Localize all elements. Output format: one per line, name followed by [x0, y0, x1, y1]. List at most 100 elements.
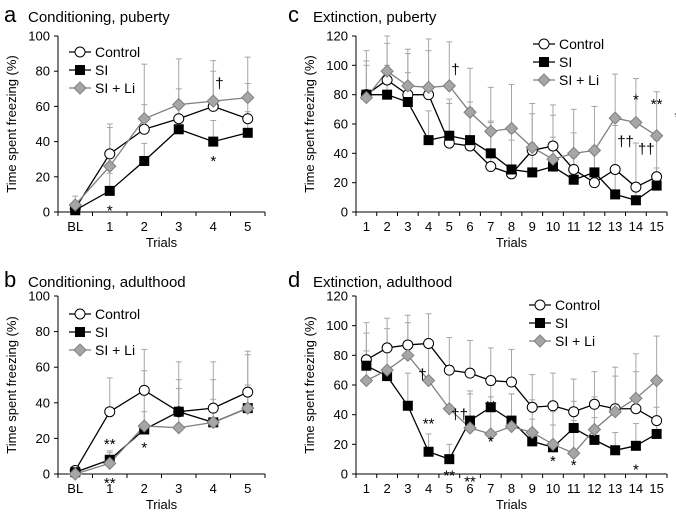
panel-c-x-tick-label: 14: [629, 219, 643, 234]
panel-c-y-tick-label: 120: [326, 29, 348, 44]
panel-b-title: Conditioning, adulthood: [28, 274, 186, 291]
panel-c-y-tick-label: 80: [334, 87, 348, 102]
panel-d-data-point: [423, 337, 435, 349]
panel-c-y-tick-label: 40: [334, 146, 348, 161]
panel-b-data-point: [242, 386, 254, 398]
panel-d-significance-mark: *: [633, 462, 639, 479]
panel-d-y-tick-label: 60: [334, 378, 348, 393]
panel-d-y-axis-label: Time spent freezing (%): [302, 316, 317, 454]
panel-c-x-tick-label: 1: [363, 219, 370, 234]
panel-c-data-point: [651, 180, 662, 191]
panel-d-data-point: [402, 339, 414, 351]
panel-d-data-point: [587, 422, 602, 437]
panel-c-x-tick-label: 4: [425, 219, 432, 234]
panel-d-data-point: [423, 446, 434, 457]
panel-d-title: Extinction, adulthood: [313, 274, 452, 291]
panel-d-data-point: [402, 400, 413, 411]
panel-c-data-point: [651, 171, 663, 183]
panel-c-data-point: [630, 181, 642, 193]
panel-d-significance-mark: *: [550, 453, 556, 470]
panel-c-x-tick-label: 7: [487, 219, 494, 234]
panel-b-y-tick-label: 20: [36, 431, 50, 446]
panel-a-data-point: [241, 90, 255, 105]
panel-a-y-tick-label: 80: [36, 64, 50, 79]
panel-c-data-point: [506, 164, 517, 175]
panel-b-data-point: [173, 406, 184, 417]
panel-c-data-point: [568, 174, 579, 185]
panel-d-data-point: [630, 403, 642, 415]
panel-b-y-tick-label: 0: [43, 467, 50, 482]
panel-d-data-point: [485, 375, 497, 387]
panel-b-significance-mark: **: [104, 475, 116, 492]
panel-c-legend-marker: [538, 38, 550, 50]
panel-c-x-tick-label: 13: [608, 219, 622, 234]
panel-b-legend-label: SI: [95, 324, 108, 340]
panel-d: d Extinction, adulthood: [288, 267, 452, 292]
panel-a-y-tick-label: 0: [43, 205, 50, 220]
panel-b-data-point: [138, 384, 150, 396]
panel-b-data-point: [103, 456, 117, 471]
panel-c-data-point: [444, 130, 455, 141]
panel-d-x-tick-label: 13: [608, 481, 622, 496]
panel-d-data-point: [610, 445, 621, 456]
panel-b: b Conditioning, adulthood: [4, 267, 186, 292]
panel-a-x-tick-label: 4: [210, 219, 217, 234]
panel-c-data-point: [546, 152, 560, 166]
panel-c: c Extinction, puberty: [288, 2, 437, 27]
panel-d-data-point: [380, 363, 394, 377]
panel-b-data-point: [207, 402, 219, 414]
panel-a-data-point: [173, 124, 184, 135]
panel-b-data-point: [206, 415, 220, 430]
panel-c-data-point: [359, 90, 374, 105]
panel-c-legend-label: SI: [559, 54, 572, 70]
panel-c-y-tick-label: 0: [341, 205, 348, 220]
panel-d-y-tick-label: 20: [334, 437, 348, 452]
panel-c-data-point: [588, 177, 600, 189]
panel-a-legend-label: SI + Li: [95, 80, 135, 96]
panel-b-x-tick-label: 5: [244, 481, 251, 496]
panel-c-letter: c: [288, 2, 299, 27]
panel-c-data-point: [463, 105, 477, 119]
panel-d-y-tick-label: 100: [326, 318, 348, 333]
panel-a-chart: 0 20 40 60 80 100 BL 1 2 3 4 5 Trials Time spent free…: [4, 29, 266, 250]
panel-c-data-point: [609, 163, 621, 175]
panel-d-significance-mark: †: [418, 367, 426, 384]
panel-c-y-tick-label: 100: [326, 58, 348, 73]
panel-c-x-tick-label: 15: [649, 219, 663, 234]
panel-d-data-point: [629, 391, 643, 406]
panel-d-significance-mark: *: [488, 433, 494, 450]
panel-d-data-point: [401, 348, 415, 363]
panel-a-x-tick-label: 5: [244, 219, 251, 234]
panel-c-data-point: [504, 121, 519, 136]
panel-c-significance-mark: ††: [638, 141, 655, 158]
panel-c-x-tick-label: 8: [508, 219, 515, 234]
panel-b-y-tick-label: 80: [36, 324, 50, 339]
panel-d-significance-mark: **: [485, 398, 497, 415]
panel-b-legend-marker: [74, 308, 86, 320]
panel-a-y-tick-label: 100: [28, 29, 50, 44]
panel-d-x-tick-label: 8: [508, 481, 515, 496]
panel-d-significance-mark: **: [464, 474, 476, 491]
panel-d-data-point: [526, 401, 538, 413]
panel-a-x-tick-label: 3: [175, 219, 182, 234]
panel-c-y-tick-label: 20: [334, 175, 348, 190]
panel-c-legend-label: SI + Li: [559, 72, 599, 88]
panel-a-y-axis-label: Time spent freezing (%): [4, 55, 19, 193]
panel-a-significance-mark: *: [107, 202, 113, 219]
panel-a-significance-mark: †: [215, 76, 223, 93]
panel-b-significance-mark: **: [104, 436, 116, 453]
panel-d-data-point: [568, 423, 579, 434]
panel-a-data-point: [242, 127, 253, 138]
panel-d-data-point: [568, 406, 580, 418]
panel-c-legend-marker: [537, 73, 551, 87]
panel-c-data-point: [547, 140, 559, 152]
panel-d-x-tick-label: 5: [446, 481, 453, 496]
panel-a-series-line: [74, 105, 248, 209]
panel-c-x-tick-label: 9: [529, 219, 536, 234]
panel-c-data-point: [401, 79, 415, 93]
panel-c-data-point: [649, 129, 664, 143]
panel-b-y-axis-label: Time spent freezing (%): [4, 316, 19, 454]
panel-a: a Conditioning, puberty: [4, 2, 170, 27]
panel-a-data-point: [68, 198, 82, 212]
